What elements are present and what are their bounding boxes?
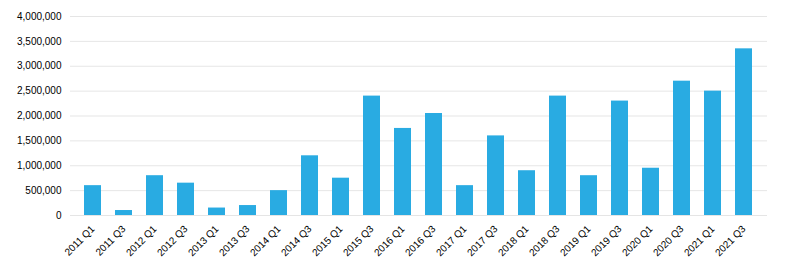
svg-text:2021 Q1: 2021 Q1 [682,223,717,258]
svg-text:2019 Q3: 2019 Q3 [589,223,624,258]
svg-text:2017 Q3: 2017 Q3 [465,223,500,258]
svg-text:2014 Q3: 2014 Q3 [279,223,314,258]
svg-text:2021 Q3: 2021 Q3 [713,223,748,258]
svg-text:2018 Q3: 2018 Q3 [527,223,562,258]
svg-text:2013 Q1: 2013 Q1 [186,223,221,258]
svg-text:2015 Q3: 2015 Q3 [341,223,376,258]
svg-text:2012 Q3: 2012 Q3 [155,223,190,258]
svg-text:2012 Q1: 2012 Q1 [124,223,159,258]
svg-text:2020 Q3: 2020 Q3 [651,223,686,258]
svg-text:2018 Q1: 2018 Q1 [496,223,531,258]
svg-text:2017 Q1: 2017 Q1 [434,223,469,258]
svg-text:3,000,000: 3,000,000 [17,60,62,71]
svg-text:2016 Q3: 2016 Q3 [403,223,438,258]
svg-text:2015 Q1: 2015 Q1 [310,223,345,258]
svg-text:1,500,000: 1,500,000 [17,135,62,146]
svg-text:2013 Q3: 2013 Q3 [217,223,252,258]
svg-text:2011 Q3: 2011 Q3 [93,223,128,258]
svg-text:0: 0 [56,210,62,221]
svg-text:500,000: 500,000 [25,185,62,196]
svg-text:2014 Q1: 2014 Q1 [248,223,283,258]
svg-text:2016 Q1: 2016 Q1 [372,223,407,258]
svg-text:3,500,000: 3,500,000 [17,36,62,47]
svg-text:2020 Q1: 2020 Q1 [620,223,655,258]
svg-text:2011 Q1: 2011 Q1 [62,223,97,258]
svg-text:2,500,000: 2,500,000 [17,85,62,96]
svg-text:2,000,000: 2,000,000 [17,110,62,121]
svg-text:2019 Q1: 2019 Q1 [558,223,593,258]
svg-text:4,000,000: 4,000,000 [17,11,62,22]
svg-text:1,000,000: 1,000,000 [17,160,62,171]
